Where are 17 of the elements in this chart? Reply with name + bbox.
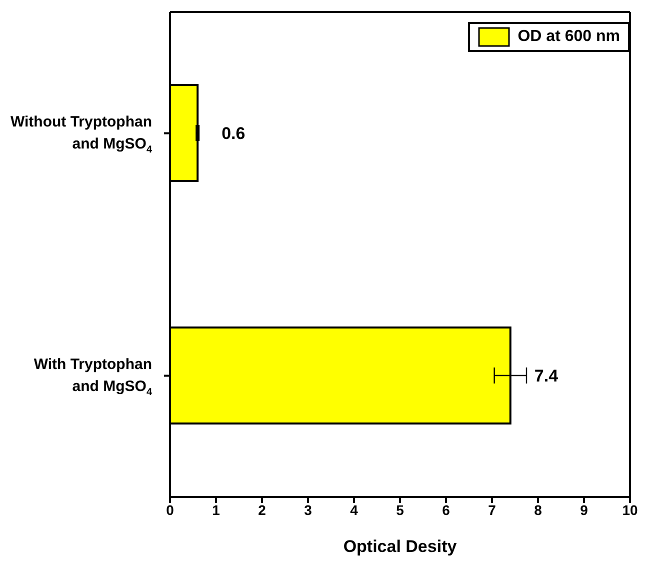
x-tick-label: 9 bbox=[580, 502, 588, 518]
data-label: 0.6 bbox=[222, 124, 246, 144]
x-tick-label: 2 bbox=[258, 502, 266, 518]
data-label: 7.4 bbox=[534, 366, 559, 386]
x-tick-label: 3 bbox=[304, 502, 312, 518]
x-tick-label: 8 bbox=[534, 502, 542, 518]
x-tick-label: 7 bbox=[488, 502, 496, 518]
x-tick-label: 10 bbox=[622, 502, 638, 518]
x-tick-label: 6 bbox=[442, 502, 450, 518]
x-tick-label: 0 bbox=[166, 502, 174, 518]
x-tick-label: 4 bbox=[350, 502, 358, 518]
x-axis-title: Optical Desity bbox=[343, 537, 458, 556]
x-tick-label: 5 bbox=[396, 502, 404, 518]
y-tick-label: Without Tryptophan and MgSO$_{4}$ bbox=[10, 113, 152, 156]
x-tick-label: 1 bbox=[212, 502, 220, 518]
y-tick-label: With Tryptophan and MgSO$_{4}$ bbox=[34, 356, 152, 398]
legend-label: OD at 600 nm bbox=[518, 28, 620, 46]
